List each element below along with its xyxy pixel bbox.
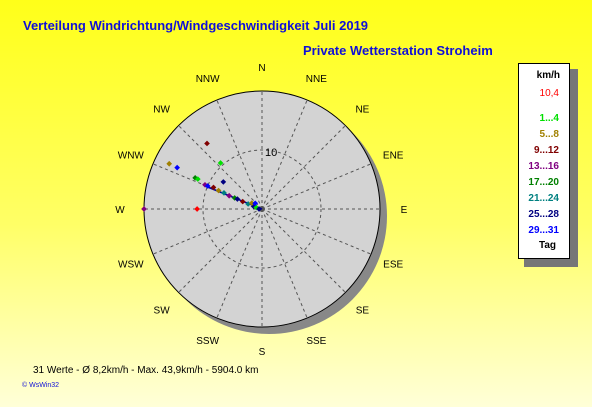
- legend-range-8: 29...31: [528, 225, 559, 236]
- spoke-nnw: [216, 99, 263, 210]
- direction-label-s: S: [259, 347, 266, 358]
- data-point-11: [221, 190, 227, 196]
- data-point-2: [217, 160, 224, 166]
- data-point-8: [204, 183, 211, 189]
- chart-subtitle: Private Wetterstation Stroheim: [303, 43, 493, 58]
- direction-label-w: W: [115, 205, 125, 216]
- data-point-14: [234, 196, 241, 202]
- direction-label-ne: NE: [355, 105, 369, 116]
- data-point-18: [220, 179, 227, 185]
- spoke-sse: [261, 208, 308, 319]
- data-point-21: [252, 200, 259, 207]
- legend-unit: km/h: [536, 70, 560, 81]
- spoke-ese: [261, 208, 372, 255]
- spoke-se: [261, 208, 346, 293]
- spoke-wsw: [152, 208, 263, 255]
- chart-title: Verteilung Windrichtung/Windgeschwindigk…: [23, 18, 369, 33]
- credit-text: © WsWin32: [22, 382, 60, 389]
- direction-label-wsw: WSW: [118, 259, 144, 270]
- legend-range-1: 1...4: [539, 113, 559, 124]
- direction-label-se: SE: [356, 305, 370, 316]
- legend-day-label: Tag: [538, 240, 556, 251]
- direction-label-nne: NNE: [306, 74, 327, 85]
- legend-range-4: 13...16: [528, 161, 559, 172]
- radial-tick-label-1: 10: [265, 147, 277, 159]
- data-point-9: [210, 184, 217, 191]
- data-point-23: [194, 206, 200, 212]
- data-point-12: [226, 192, 233, 199]
- spoke-nne: [261, 99, 308, 210]
- spoke-nw: [178, 125, 263, 210]
- radial-ring-1: [202, 149, 322, 269]
- legend-range-7: 25...28: [528, 209, 559, 220]
- data-point-22: [141, 206, 147, 212]
- data-point-15: [239, 198, 246, 205]
- direction-label-sw: SW: [154, 305, 171, 316]
- direction-label-ene: ENE: [383, 151, 404, 162]
- legend-mean-value: 10,4: [539, 88, 559, 99]
- legend-range-2: 5...8: [539, 129, 559, 140]
- spoke-ssw: [216, 208, 263, 319]
- legend-range-3: 9...12: [533, 145, 559, 156]
- data-point-3: [166, 160, 173, 167]
- data-point-20: [248, 200, 255, 206]
- data-point-6: [195, 176, 201, 182]
- legend-range-5: 17...20: [528, 177, 559, 188]
- direction-label-n: N: [258, 63, 265, 74]
- footer-summary: 31 Werte - Ø 8,2km/h - Max. 43,9km/h - 5…: [33, 365, 259, 376]
- direction-label-sse: SSE: [306, 336, 326, 347]
- direction-label-nnw: NNW: [196, 74, 220, 85]
- data-point-24: [256, 206, 262, 212]
- spoke-ene: [261, 163, 372, 210]
- legend-range-6: 21...24: [528, 193, 559, 204]
- data-point-10: [215, 187, 222, 194]
- direction-label-nw: NW: [153, 105, 170, 116]
- direction-label-ese: ESE: [383, 259, 403, 270]
- legend-box: km/h 10,4 1...4 5...8 9...12 13...16 17...20…: [518, 63, 570, 259]
- direction-label-e: E: [401, 205, 408, 216]
- spoke-ne: [261, 125, 346, 210]
- direction-label-ssw: SSW: [196, 336, 219, 347]
- direction-label-wnw: WNW: [118, 151, 145, 162]
- spoke-sw: [178, 208, 263, 293]
- data-point-1: [204, 140, 210, 147]
- data-point-4: [174, 164, 180, 171]
